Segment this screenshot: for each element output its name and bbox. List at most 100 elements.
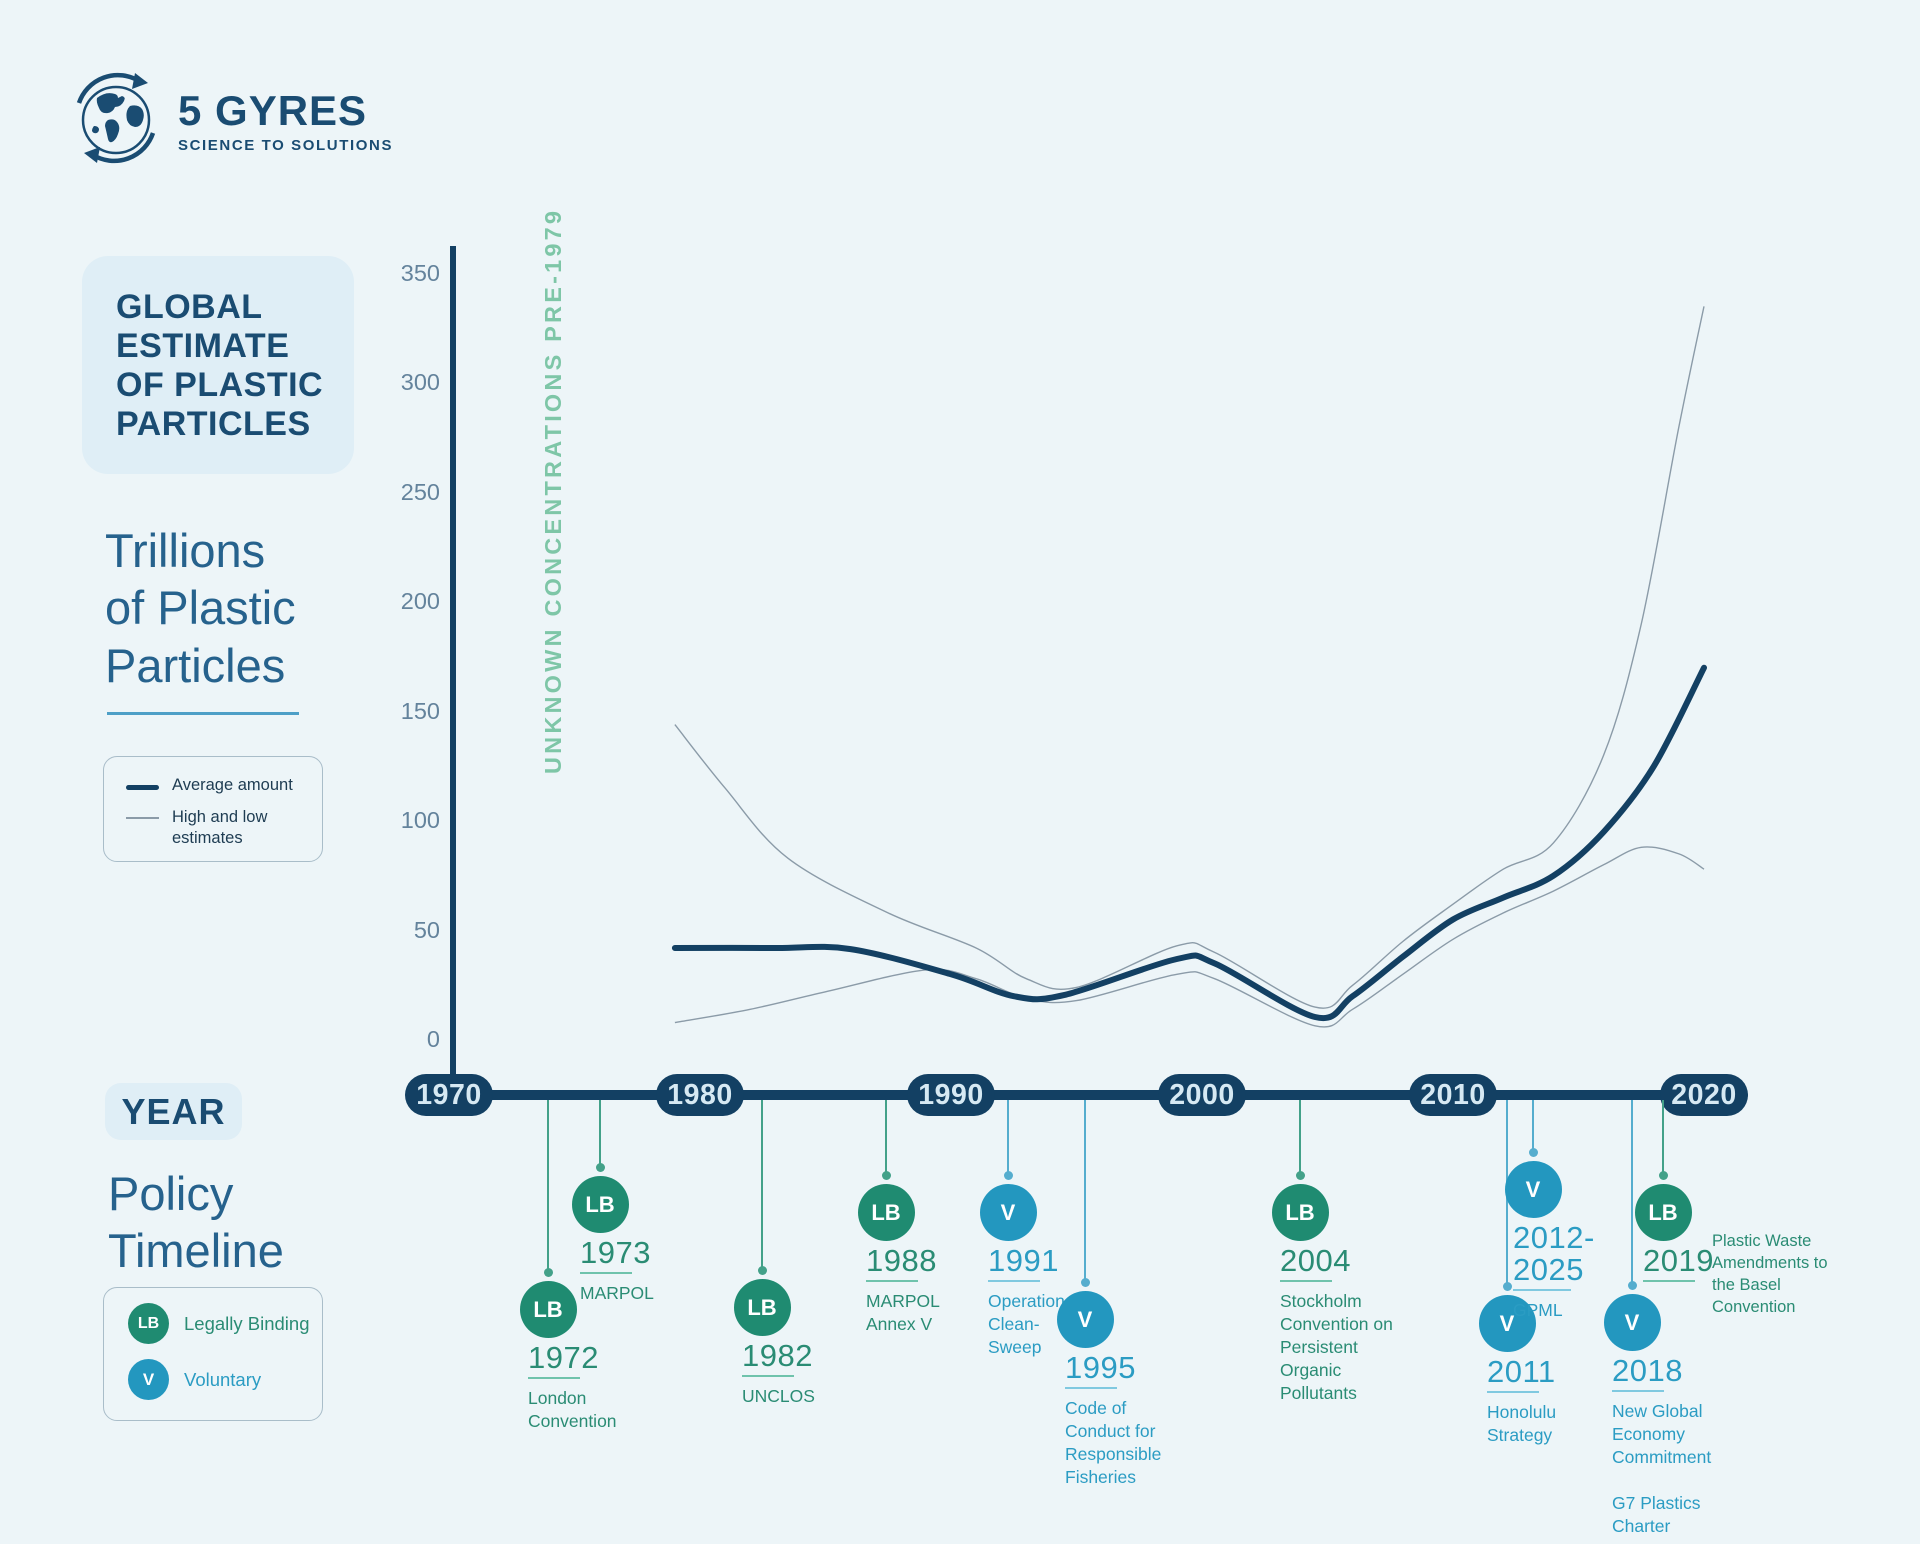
lb-badge-icon: LB xyxy=(733,1279,791,1336)
lb-badge-icon: LB xyxy=(519,1281,577,1338)
y-tick-label: 350 xyxy=(400,259,440,286)
event-label: London Convention xyxy=(528,1388,617,1431)
y-tick-label: 250 xyxy=(400,478,440,505)
event-stem xyxy=(547,1100,549,1272)
event-stem xyxy=(1007,1100,1009,1175)
event-dot xyxy=(757,1265,767,1275)
brand-text-block: 5 GYRES SCIENCE TO SOLUTIONS xyxy=(178,87,394,155)
event-year-underline xyxy=(580,1272,632,1274)
event-year: 1972 xyxy=(528,1340,599,1375)
event-stem xyxy=(885,1100,887,1175)
v-badge-icon: V xyxy=(1056,1291,1114,1348)
lb-legend-label: Legally Binding xyxy=(184,1313,310,1334)
y-tick-label: 300 xyxy=(400,369,440,395)
event-stem xyxy=(1631,1100,1633,1285)
v-badge-icon: V xyxy=(1603,1294,1661,1351)
decade-pill: 2020 xyxy=(1660,1074,1748,1116)
event-label: Plastic Waste Amendments to the Basel Co… xyxy=(1712,1232,1828,1316)
event-dot xyxy=(881,1170,891,1180)
event-label: Operation Clean- Sweep xyxy=(988,1291,1065,1357)
event-year-underline xyxy=(1280,1280,1332,1282)
event-dot xyxy=(1627,1280,1637,1290)
event-year-underline xyxy=(1513,1289,1571,1291)
event-dot xyxy=(1658,1170,1668,1180)
event-label: Code of Conduct for Responsible Fisherie… xyxy=(1065,1398,1162,1487)
event-stem xyxy=(761,1100,763,1270)
event-label: GPML xyxy=(1513,1300,1563,1320)
event-label: Stockholm Convention on Persistent Organ… xyxy=(1280,1291,1393,1403)
v-badge-icon: V xyxy=(128,1359,169,1400)
range-legend-label: High and low estimates xyxy=(172,808,268,847)
average-legend-label: Average amount xyxy=(172,776,293,794)
event-year: 1995 xyxy=(1065,1350,1136,1385)
v-badge-icon: V xyxy=(1478,1295,1536,1352)
chart-title-chip: GLOBAL ESTIMATE OF PLASTIC PARTICLES xyxy=(82,256,354,474)
range-line-swatch xyxy=(126,817,159,819)
event-year: 2012- 2025 xyxy=(1513,1220,1595,1287)
event-year: 1973 xyxy=(580,1235,651,1270)
event-year: 1991 xyxy=(988,1243,1059,1278)
y-axis-line xyxy=(450,246,456,1095)
policy-legend: LB Legally Binding V Voluntary xyxy=(103,1287,323,1421)
timeline-axis-bar xyxy=(406,1090,1748,1100)
y-tick-label: 150 xyxy=(400,697,440,724)
event-dot xyxy=(1502,1281,1512,1291)
lb-badge-icon: LB xyxy=(857,1184,915,1241)
decade-pill: 1990 xyxy=(907,1074,995,1116)
y-tick-label: 100 xyxy=(400,807,440,833)
brand-name: 5 GYRES xyxy=(178,87,368,134)
event-dot xyxy=(543,1267,553,1277)
event-year-underline xyxy=(988,1280,1040,1282)
lb-badge-icon: LB xyxy=(571,1176,629,1233)
event-label: MARPOL Annex V xyxy=(866,1291,940,1334)
globe-icon xyxy=(76,72,156,164)
event-stem xyxy=(1084,1100,1086,1282)
event-dot xyxy=(1080,1277,1090,1287)
event-label: UNCLOS xyxy=(742,1386,815,1406)
average-line-swatch xyxy=(126,785,159,790)
event-year: 1982 xyxy=(742,1338,813,1373)
event-year-underline xyxy=(1487,1391,1539,1393)
y-tick-label: 50 xyxy=(413,916,440,943)
curve-average xyxy=(671,664,1707,1022)
event-stem xyxy=(599,1100,601,1167)
decade-pill: 1980 xyxy=(656,1074,744,1116)
decade-pill: 1970 xyxy=(405,1074,493,1116)
event-stem xyxy=(1532,1100,1534,1152)
event-year: 2019 xyxy=(1643,1243,1714,1278)
event-year-underline xyxy=(1065,1387,1117,1389)
v-legend-label: Voluntary xyxy=(184,1369,262,1390)
event-year-underline xyxy=(866,1280,918,1282)
curve-high xyxy=(674,306,1705,1009)
event-dot xyxy=(1295,1170,1305,1180)
event-stem xyxy=(1299,1100,1301,1175)
event-dot xyxy=(1528,1147,1538,1157)
heading-underline xyxy=(107,712,299,715)
event-year-underline xyxy=(1612,1390,1664,1392)
v-badge-icon: V xyxy=(979,1184,1037,1241)
brand-tagline: SCIENCE TO SOLUTIONS xyxy=(178,137,394,154)
chart-legend: Average amount High and low estimates xyxy=(103,756,323,862)
curve-low xyxy=(674,846,1705,1028)
lb-badge-icon: LB xyxy=(1271,1184,1329,1241)
event-year-underline xyxy=(742,1375,794,1377)
event-year: 2018 xyxy=(1612,1353,1683,1388)
y-tick-label: 0 xyxy=(426,1026,440,1052)
year-axis-chip: YEAR xyxy=(105,1083,242,1140)
event-dot xyxy=(595,1162,605,1172)
event-year-underline xyxy=(528,1377,580,1379)
lb-badge-icon: LB xyxy=(1634,1184,1692,1241)
event-year: 2004 xyxy=(1280,1243,1351,1278)
brand-logo xyxy=(64,66,168,170)
pre-1979-annotation: UNKNOWN CONCENTRATIONS PRE-1979 xyxy=(540,207,566,774)
event-year: 1988 xyxy=(866,1243,937,1278)
timeline-heading: Policy Timeline xyxy=(108,1167,284,1278)
decade-pill: 2000 xyxy=(1158,1074,1246,1116)
decade-pill: 2010 xyxy=(1409,1074,1497,1116)
lb-badge-icon: LB xyxy=(128,1303,169,1344)
y-tick-label: 200 xyxy=(400,588,440,614)
event-year: 2011 xyxy=(1487,1354,1556,1389)
event-label: MARPOL xyxy=(580,1283,654,1303)
event-label: Honolulu Strategy xyxy=(1487,1402,1557,1445)
event-year-underline xyxy=(1643,1280,1695,1282)
